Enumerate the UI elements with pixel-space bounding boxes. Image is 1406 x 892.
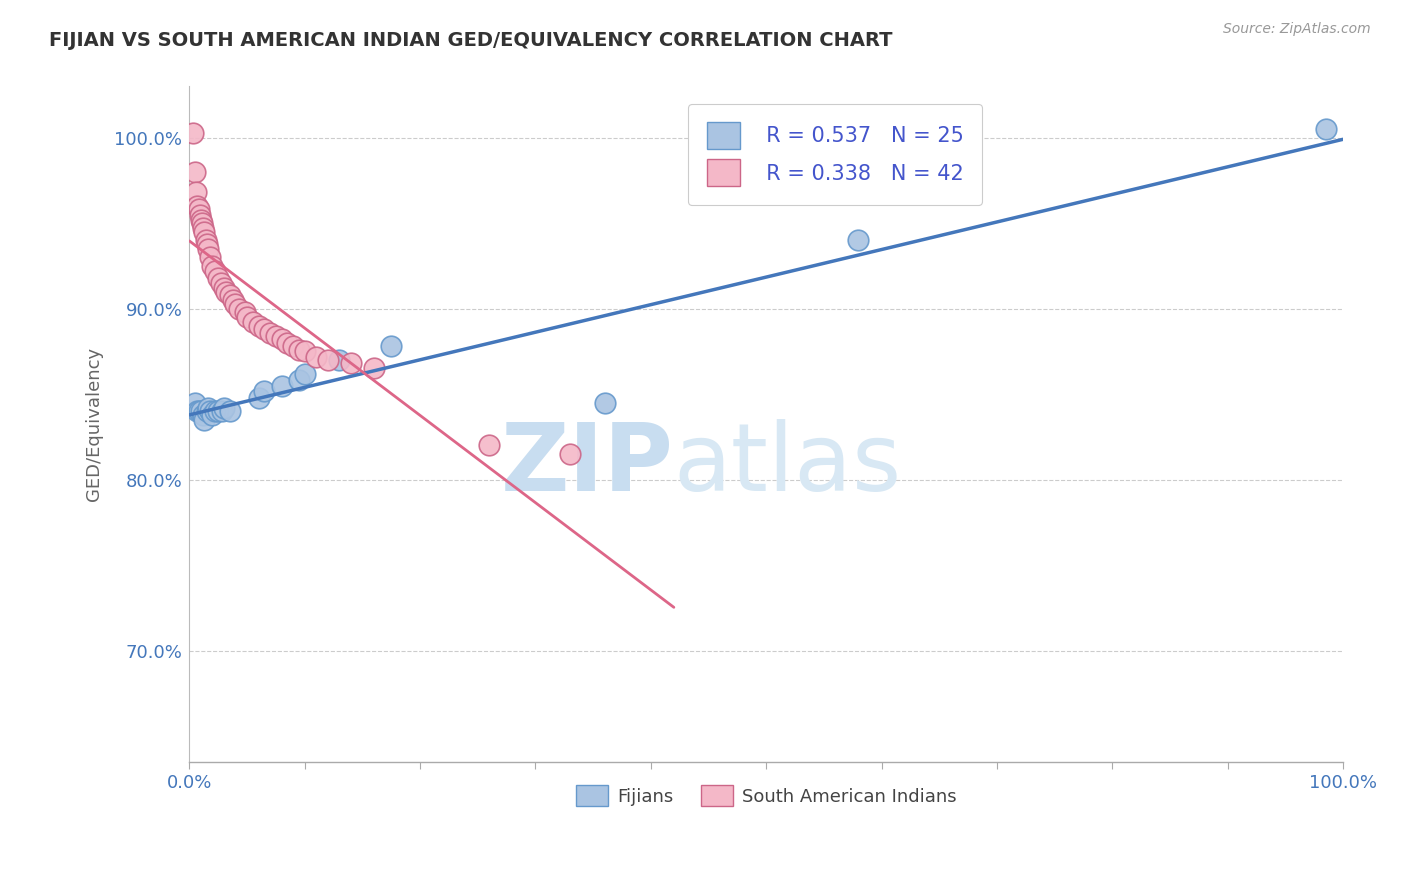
Point (215, 285, 238, 299)
Text: Source: ZipAtlas.com: Source: ZipAtlas.com (1223, 22, 1371, 37)
Point (294, 344, 316, 359)
Point (181, 126, 204, 140)
Point (558, 447, 581, 461)
Point (194, 233, 217, 247)
Point (186, 199, 208, 213)
Point (236, 310, 259, 325)
Point (195, 236, 218, 251)
Point (478, 438, 501, 452)
Point (294, 367, 316, 381)
Point (190, 404, 212, 418)
Point (253, 384, 276, 398)
Point (212, 401, 235, 415)
Point (193, 413, 215, 427)
Point (305, 350, 328, 364)
Point (201, 408, 224, 422)
Point (848, 233, 870, 247)
Point (184, 165, 207, 179)
Point (218, 404, 240, 418)
Point (316, 353, 339, 368)
Point (224, 296, 246, 310)
Legend: Fijians, South American Indians: Fijians, South American Indians (568, 778, 965, 814)
Point (328, 353, 350, 368)
Point (198, 251, 221, 265)
Point (288, 374, 311, 388)
Point (212, 281, 235, 295)
Text: ZIP: ZIP (501, 418, 673, 510)
Point (204, 404, 226, 418)
Point (187, 404, 209, 418)
Point (288, 343, 311, 357)
Point (380, 339, 402, 353)
Y-axis label: GED/Equivalency: GED/Equivalency (86, 347, 103, 501)
Point (186, 186, 208, 200)
Point (247, 318, 270, 333)
Point (197, 401, 219, 415)
Text: FIJIAN VS SOUTH AMERICAN INDIAN GED/EQUIVALENCY CORRELATION CHART: FIJIAN VS SOUTH AMERICAN INDIAN GED/EQUI… (49, 31, 893, 50)
Point (201, 259, 224, 273)
Point (270, 333, 292, 347)
Point (187, 202, 209, 217)
Point (211, 404, 233, 418)
Point (193, 225, 215, 239)
Point (253, 322, 276, 336)
Point (264, 329, 287, 343)
Point (283, 339, 305, 353)
Point (198, 404, 221, 418)
Point (276, 335, 298, 350)
Point (218, 288, 240, 302)
Point (190, 212, 212, 227)
Point (207, 271, 229, 285)
Point (242, 315, 264, 329)
Point (259, 326, 281, 340)
Point (195, 404, 218, 418)
Point (193, 221, 215, 235)
Point (209, 276, 232, 290)
Point (222, 293, 245, 307)
Text: atlas: atlas (673, 418, 903, 510)
Point (204, 264, 226, 278)
Point (340, 356, 363, 370)
Point (233, 305, 256, 319)
Point (270, 378, 292, 392)
Point (184, 395, 207, 409)
Point (228, 301, 250, 316)
Point (363, 361, 385, 376)
Point (593, 395, 616, 409)
Point (193, 408, 215, 422)
Point (1315, 122, 1337, 136)
Point (191, 216, 214, 230)
Point (186, 404, 208, 418)
Point (247, 391, 270, 405)
Point (207, 404, 229, 418)
Point (188, 208, 211, 222)
Point (197, 242, 219, 256)
